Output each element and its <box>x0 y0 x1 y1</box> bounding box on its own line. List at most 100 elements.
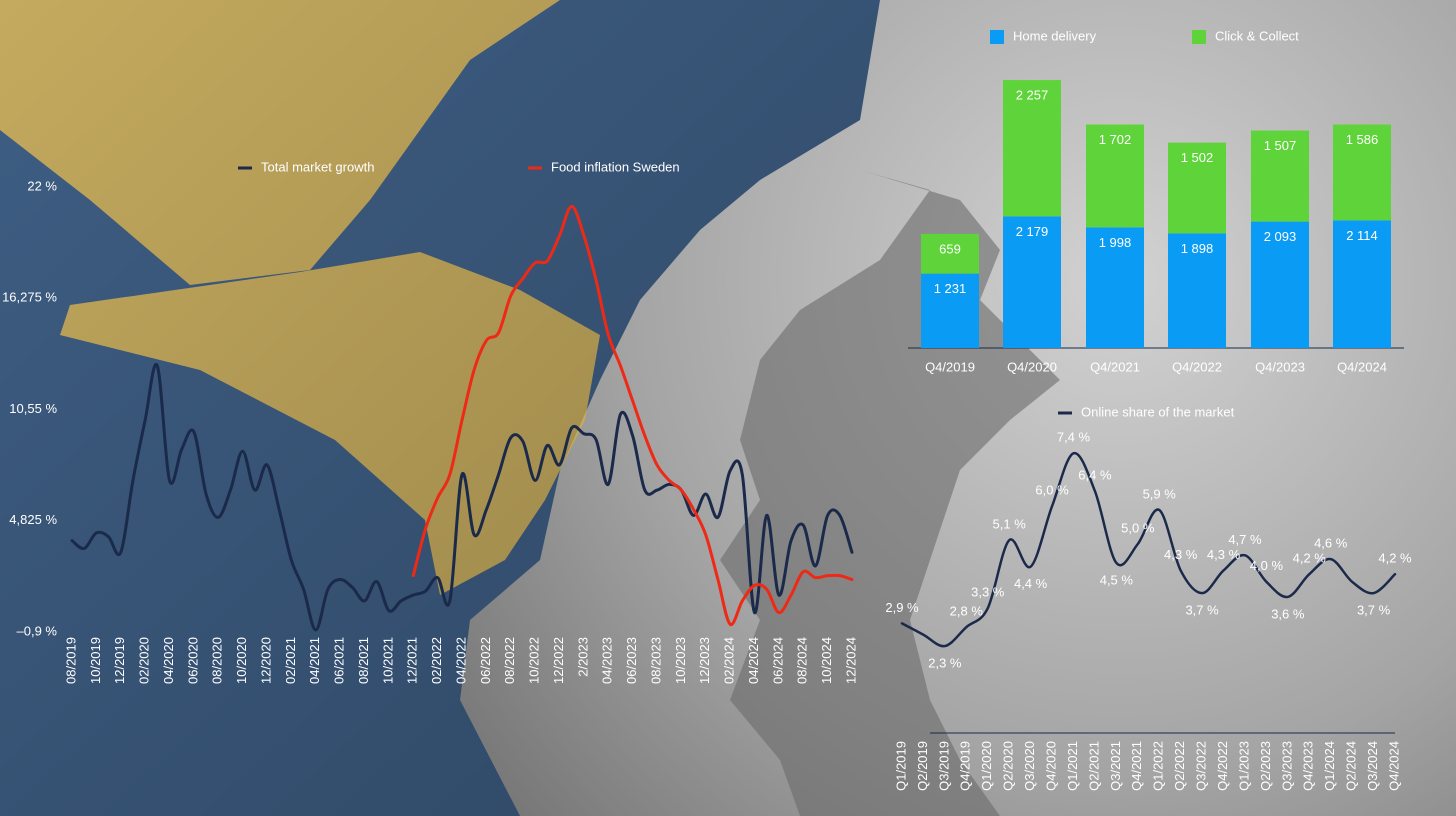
y-tick-label: 4,825 % <box>9 512 57 527</box>
data-label: 5,1 % <box>993 517 1027 532</box>
x-tick-label: Q4/2020 <box>1007 359 1057 374</box>
x-tick-label: 04/2024 <box>746 637 761 684</box>
x-tick-label: Q2/2023 <box>1258 741 1273 791</box>
series-line <box>411 204 854 627</box>
x-tick-label: Q4/2022 <box>1172 359 1222 374</box>
bar-segment <box>1003 216 1061 348</box>
x-tick-label: Q4/2019 <box>925 359 975 374</box>
data-label: 3,3 % <box>971 585 1005 600</box>
x-tick-label: Q1/2022 <box>1151 741 1166 791</box>
x-tick-label: 04/2022 <box>453 637 468 684</box>
legend-swatch <box>990 30 1004 44</box>
bar-segment <box>921 273 979 348</box>
bar-segment <box>1003 80 1061 217</box>
x-tick-label: 12/2023 <box>697 637 712 684</box>
x-tick-label: 06/2020 <box>185 637 200 684</box>
x-tick-label: 06/2021 <box>332 637 347 684</box>
bar-segment <box>1086 124 1144 228</box>
x-tick-label: Q2/2021 <box>1086 741 1101 791</box>
y-tick-label: –0,9 % <box>17 623 58 638</box>
bar-segment <box>1168 233 1226 348</box>
x-tick-label: Q2/2024 <box>1344 741 1359 791</box>
bar-segment <box>1333 220 1391 348</box>
data-label: 1 231 <box>934 281 967 296</box>
bar-segment <box>921 233 979 274</box>
data-label: 4,2 % <box>1293 551 1327 566</box>
x-tick-label: 12/2021 <box>405 637 420 684</box>
x-tick-label: Q3/2021 <box>1108 741 1123 791</box>
x-tick-label: 12/2019 <box>112 637 127 684</box>
x-tick-label: Q4/2024 <box>1386 741 1401 791</box>
data-label: 1 586 <box>1346 132 1379 147</box>
x-tick-label: Q1/2023 <box>1236 741 1251 791</box>
data-label: 4,3 % <box>1164 547 1198 562</box>
x-tick-label: Q4/2023 <box>1301 741 1316 791</box>
data-label: 659 <box>939 241 961 256</box>
x-tick-label: Q4/2020 <box>1043 741 1058 791</box>
x-tick-label: 10/2020 <box>234 637 249 684</box>
x-tick-label: 08/2024 <box>795 637 810 684</box>
x-tick-label: 10/2023 <box>673 637 688 684</box>
x-tick-label: 10/2019 <box>88 637 103 684</box>
data-label: 1 507 <box>1264 138 1297 153</box>
x-tick-label: Q2/2019 <box>915 741 930 791</box>
data-label: 1 998 <box>1099 235 1132 250</box>
data-label: 2 257 <box>1016 88 1049 103</box>
x-tick-label: 06/2023 <box>624 637 639 684</box>
data-label: 3,7 % <box>1185 603 1219 618</box>
x-tick-label: Q4/2021 <box>1129 741 1144 791</box>
data-label: 2,9 % <box>885 600 919 615</box>
data-label: 2,3 % <box>928 655 962 670</box>
legend-label: Click & Collect <box>1215 28 1299 43</box>
data-label: 1 702 <box>1099 132 1132 147</box>
data-label: 7,4 % <box>1057 430 1091 445</box>
x-tick-label: 08/2022 <box>502 637 517 684</box>
x-tick-label: Q3/2022 <box>1194 741 1209 791</box>
legend-label: Online share of the market <box>1081 404 1235 419</box>
x-tick-label: 02/2024 <box>722 637 737 684</box>
x-tick-label: Q3/2024 <box>1365 741 1380 791</box>
x-tick-label: Q1/2019 <box>893 741 908 791</box>
x-tick-label: Q3/2019 <box>936 741 951 791</box>
x-tick-label: Q4/2023 <box>1255 359 1305 374</box>
legend-label: Home delivery <box>1013 28 1097 43</box>
x-tick-label: 04/2023 <box>600 637 615 684</box>
x-tick-label: 02/2020 <box>137 637 152 684</box>
x-tick-label: Q3/2023 <box>1279 741 1294 791</box>
x-tick-label: Q4/2022 <box>1215 741 1230 791</box>
data-label: 2 114 <box>1346 228 1378 243</box>
bar-segment <box>1168 142 1226 234</box>
bar-segment <box>1251 130 1309 222</box>
series-line <box>70 362 854 632</box>
data-label: 1 898 <box>1181 241 1214 256</box>
x-tick-label: 2/2023 <box>575 637 590 677</box>
x-tick-label: Q2/2020 <box>1001 741 1016 791</box>
y-tick-label: 16,275 % <box>2 290 57 305</box>
x-tick-label: Q1/2021 <box>1065 741 1080 791</box>
data-label: 1 502 <box>1181 150 1214 165</box>
bar-segment <box>1333 124 1391 221</box>
data-label: 6,0 % <box>1035 483 1069 498</box>
data-label: 5,0 % <box>1121 520 1155 535</box>
legend-swatch <box>1192 30 1206 44</box>
data-label: 4,3 % <box>1207 547 1241 562</box>
x-tick-label: 08/2021 <box>356 637 371 684</box>
series-line <box>900 452 1397 648</box>
data-label: 4,2 % <box>1378 551 1412 566</box>
x-tick-label: Q2/2022 <box>1172 741 1187 791</box>
x-tick-label: 12/2024 <box>843 637 858 684</box>
y-tick-label: 22 % <box>27 178 57 193</box>
x-tick-label: 12/2022 <box>551 637 566 684</box>
x-tick-label: 04/2021 <box>307 637 322 684</box>
data-label: 2 093 <box>1264 229 1297 244</box>
data-label: 2 179 <box>1016 224 1049 239</box>
data-label: 4,4 % <box>1014 576 1048 591</box>
x-tick-label: Q1/2024 <box>1322 741 1337 791</box>
x-tick-label: 06/2022 <box>478 637 493 684</box>
x-tick-label: 08/2019 <box>63 637 78 684</box>
legend-label: Total market growth <box>261 159 374 174</box>
x-tick-label: Q3/2020 <box>1022 741 1037 791</box>
